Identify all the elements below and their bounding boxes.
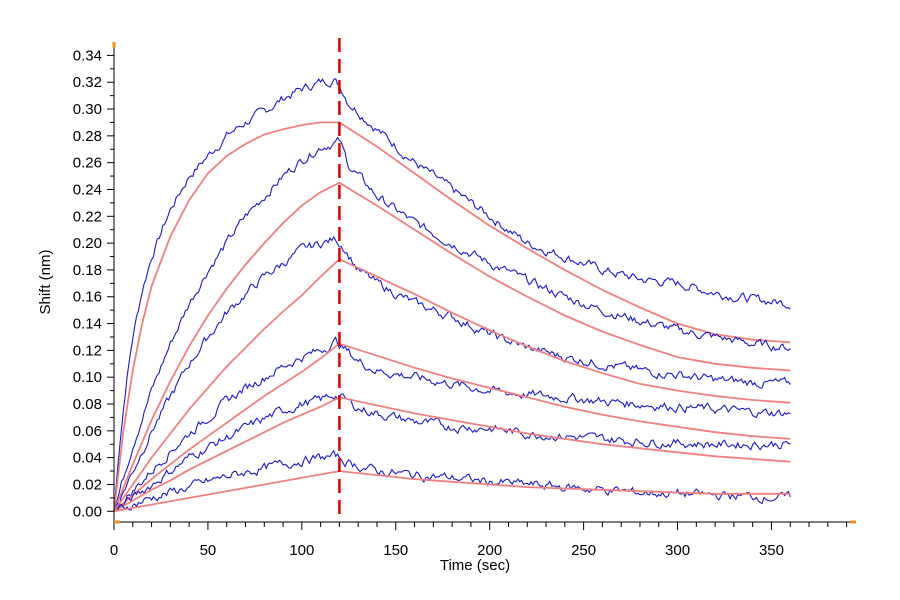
fit-curve-2 [113,181,791,512]
x-tick-label: 250 [571,542,596,559]
x-axis-title: Time (sec) [440,557,510,574]
y-tick-label: 0.16 [73,289,102,306]
y-tick-label: 0.26 [73,155,102,172]
x-tick-label: 0 [110,542,118,559]
y-tick-label: 0.22 [73,208,102,225]
fit-curve-3 [113,258,791,512]
measured-trace-2 [113,136,791,512]
measured-trace-5 [113,393,791,512]
x-tick-label: 300 [665,542,690,559]
y-tick-label: 0.02 [73,476,102,493]
y-tick-label: 0.20 [73,235,102,252]
x-tick-label: 150 [383,542,408,559]
fit-curve-6 [113,470,791,513]
y-tick-label: 0.04 [73,450,102,467]
y-tick-label: 0.34 [73,47,102,64]
y-axis-title: Shift (nm) [37,249,54,314]
y-tick-label: 0.12 [73,342,102,359]
y-ticks: 0.00 0.02 0.04 0.06 0.08 0.10 0.12 0.14 0.16 0.18… [73,47,114,520]
y-tick-label: 0.30 [73,101,102,118]
y-tick-label: 0.32 [73,74,102,91]
x-tick-label: 200 [477,542,502,559]
plot-area [113,38,791,518]
x-tick-label: 50 [200,542,217,559]
y-tick-label: 0.28 [73,128,102,145]
x-tick-label: 100 [289,542,314,559]
y-tick-label: 0.18 [73,262,102,279]
y-tick-label: 0.06 [73,423,102,440]
y-tick-label: 0.00 [73,503,102,520]
y-tick-label: 0.24 [73,181,102,198]
y-tick-label: 0.14 [73,316,102,333]
fit-curve-1 [113,121,791,512]
x-tick-label: 350 [759,542,784,559]
x-ticks: 0 50 100 150 200 250 300 350 [110,522,848,559]
measured-trace-3 [113,235,791,512]
measured-trace-6 [113,449,791,512]
y-tick-label: 0.10 [73,369,102,386]
y-tick-label: 0.08 [73,396,102,413]
fit-curve-4 [113,342,791,512]
measured-trace-4 [113,336,791,512]
measured-trace-1 [113,77,791,512]
